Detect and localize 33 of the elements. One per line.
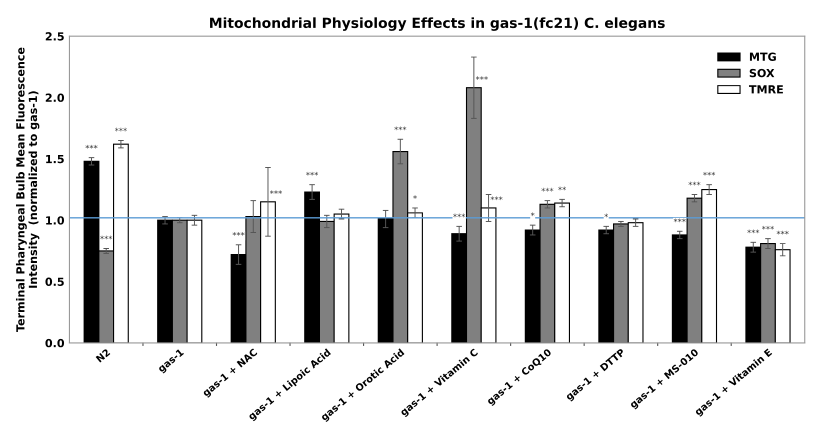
y-tick-label: 2.0 (46, 94, 64, 102)
chart-title: Mitochondrial Physiology Effects in gas-1(fc21) C. elegans (210, 17, 665, 31)
y-tick-label: 1.0 (46, 216, 64, 225)
data-label: *** (776, 230, 789, 235)
data-label: *** (747, 230, 760, 234)
legend-label: MTG (750, 52, 776, 61)
data-label: *** (306, 172, 318, 176)
legend-label: TMRE (748, 85, 783, 94)
data-label: *** (490, 196, 503, 200)
y-tick-label: 0.5 (45, 278, 64, 286)
data-label: *** (394, 126, 406, 130)
data-label: *** (114, 128, 127, 132)
data-label: *** (270, 190, 282, 194)
data-label: *** (100, 236, 112, 240)
data-label: * (530, 212, 535, 216)
data-label: *** (688, 182, 700, 186)
data-label: ** (558, 186, 566, 190)
data-label: * (413, 195, 417, 199)
data-label: *** (541, 188, 554, 192)
legend-label: SOX (750, 68, 774, 78)
data-label: *** (453, 214, 466, 218)
data-label: *** (476, 76, 488, 80)
y-tick-label: 0.0 (45, 338, 64, 348)
x-tick-label: N2 (96, 348, 110, 362)
data-label: *** (762, 226, 774, 230)
data-label: *** (232, 232, 245, 236)
y-tick-label: 2.5 (46, 32, 64, 41)
data-label: *** (703, 172, 716, 176)
data-label: * (604, 214, 608, 218)
data-label: *** (674, 218, 686, 222)
y-axis-title: Terminal Pharyngeal Bulb Mean Fluorescence Intensity (normalized to gas-1) (16, 48, 40, 332)
data-label: *** (86, 144, 98, 149)
y-tick-label: 1.5 (46, 155, 64, 164)
